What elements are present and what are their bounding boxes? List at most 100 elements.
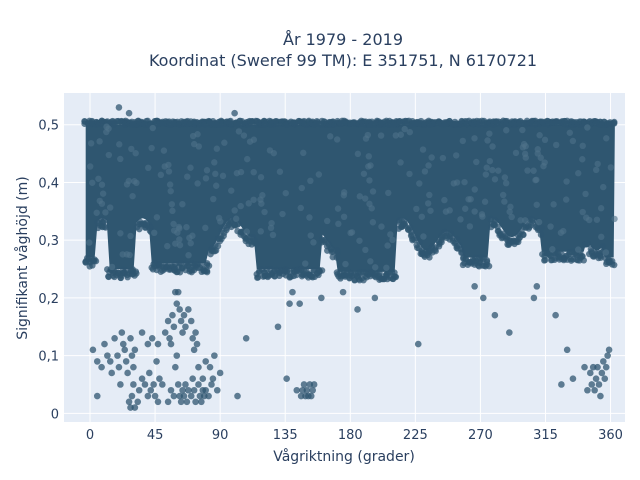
dense-point [235, 128, 243, 135]
dense-point [489, 166, 496, 174]
data-point [93, 358, 101, 365]
dense-point [583, 214, 590, 221]
dense-point [491, 176, 499, 183]
data-point [111, 335, 118, 342]
dense-point [87, 140, 95, 147]
dense-point-cloud [81, 117, 618, 284]
dense-point [383, 264, 390, 271]
dense-point [361, 195, 369, 202]
dense-point [369, 188, 377, 195]
dense-point [471, 208, 478, 215]
dense-point [221, 139, 228, 146]
data-point [144, 340, 152, 348]
y-tick-label: 0,1 [38, 350, 59, 365]
dense-point [261, 208, 268, 216]
dense-point [164, 242, 171, 250]
dense-point [508, 213, 515, 221]
data-point [185, 386, 192, 394]
dense-point [522, 154, 529, 161]
data-point [293, 386, 301, 394]
data-point [114, 352, 121, 359]
data-point [588, 381, 596, 388]
data-point [598, 369, 606, 377]
data-point [185, 306, 192, 313]
dense-point [172, 240, 179, 247]
dense-point [611, 215, 618, 223]
dense-point [237, 202, 244, 210]
data-point [193, 340, 201, 348]
data-point [115, 104, 123, 111]
dense-point [102, 209, 109, 216]
dense-point [356, 193, 364, 200]
dense-point [195, 143, 202, 150]
data-point [108, 369, 116, 377]
data-point [480, 294, 487, 302]
dense-point [215, 214, 223, 222]
data-point [180, 392, 188, 400]
data-point [192, 398, 199, 406]
dense-point [593, 216, 601, 223]
dense-point [566, 129, 574, 136]
data-point [127, 335, 134, 342]
data-point [592, 375, 600, 383]
y-tick-label: 0,2 [38, 292, 59, 307]
data-point [205, 392, 212, 400]
dense-point [372, 264, 379, 271]
dense-point [91, 258, 98, 265]
data-point [190, 346, 198, 354]
dense-point [392, 273, 400, 281]
data-point [552, 311, 559, 319]
dense-point [235, 220, 242, 227]
data-point [150, 381, 157, 388]
dense-point [219, 172, 227, 180]
dense-point [216, 237, 224, 245]
dense-point [203, 261, 211, 269]
data-point [530, 294, 538, 302]
dense-point [501, 198, 508, 205]
dense-point [607, 164, 615, 171]
data-point [371, 294, 379, 302]
dense-point [354, 150, 362, 158]
dense-point [101, 223, 108, 230]
dense-point [466, 223, 474, 230]
dense-point [250, 136, 258, 143]
data-point [131, 404, 139, 411]
dense-point [549, 246, 556, 253]
data-point [154, 398, 162, 406]
dense-point [376, 270, 383, 277]
dense-point [478, 211, 486, 218]
dense-point [550, 201, 557, 208]
dense-point [174, 229, 181, 236]
dense-point [458, 249, 465, 256]
dense-point [494, 223, 501, 231]
dense-point [279, 210, 286, 218]
dense-point [425, 162, 432, 169]
data-point [584, 386, 591, 394]
dense-point [189, 232, 196, 239]
dense-point [315, 171, 323, 178]
dense-point [128, 145, 135, 153]
dense-point [157, 171, 165, 179]
dense-point [251, 237, 259, 244]
dense-point [384, 242, 391, 249]
data-point [170, 392, 178, 400]
x-tick-label: 225 [403, 428, 428, 443]
data-point [209, 375, 217, 383]
y-tick-label: 0,5 [38, 119, 59, 134]
dense-point [151, 229, 158, 237]
dense-point [333, 247, 341, 254]
data-point [130, 363, 137, 371]
data-point [202, 358, 209, 365]
data-point [119, 340, 127, 348]
dense-point [459, 137, 466, 145]
x-axis-ticks: 0 45 90 135 180 225 270 315 360 [86, 428, 623, 443]
data-point [310, 381, 318, 388]
dense-point [282, 189, 289, 197]
data-point [128, 392, 136, 400]
dense-point [302, 260, 309, 267]
dense-point [179, 200, 186, 208]
dense-point [424, 200, 432, 207]
dense-point [416, 239, 423, 246]
dense-point [428, 154, 435, 161]
dense-point [176, 236, 183, 243]
